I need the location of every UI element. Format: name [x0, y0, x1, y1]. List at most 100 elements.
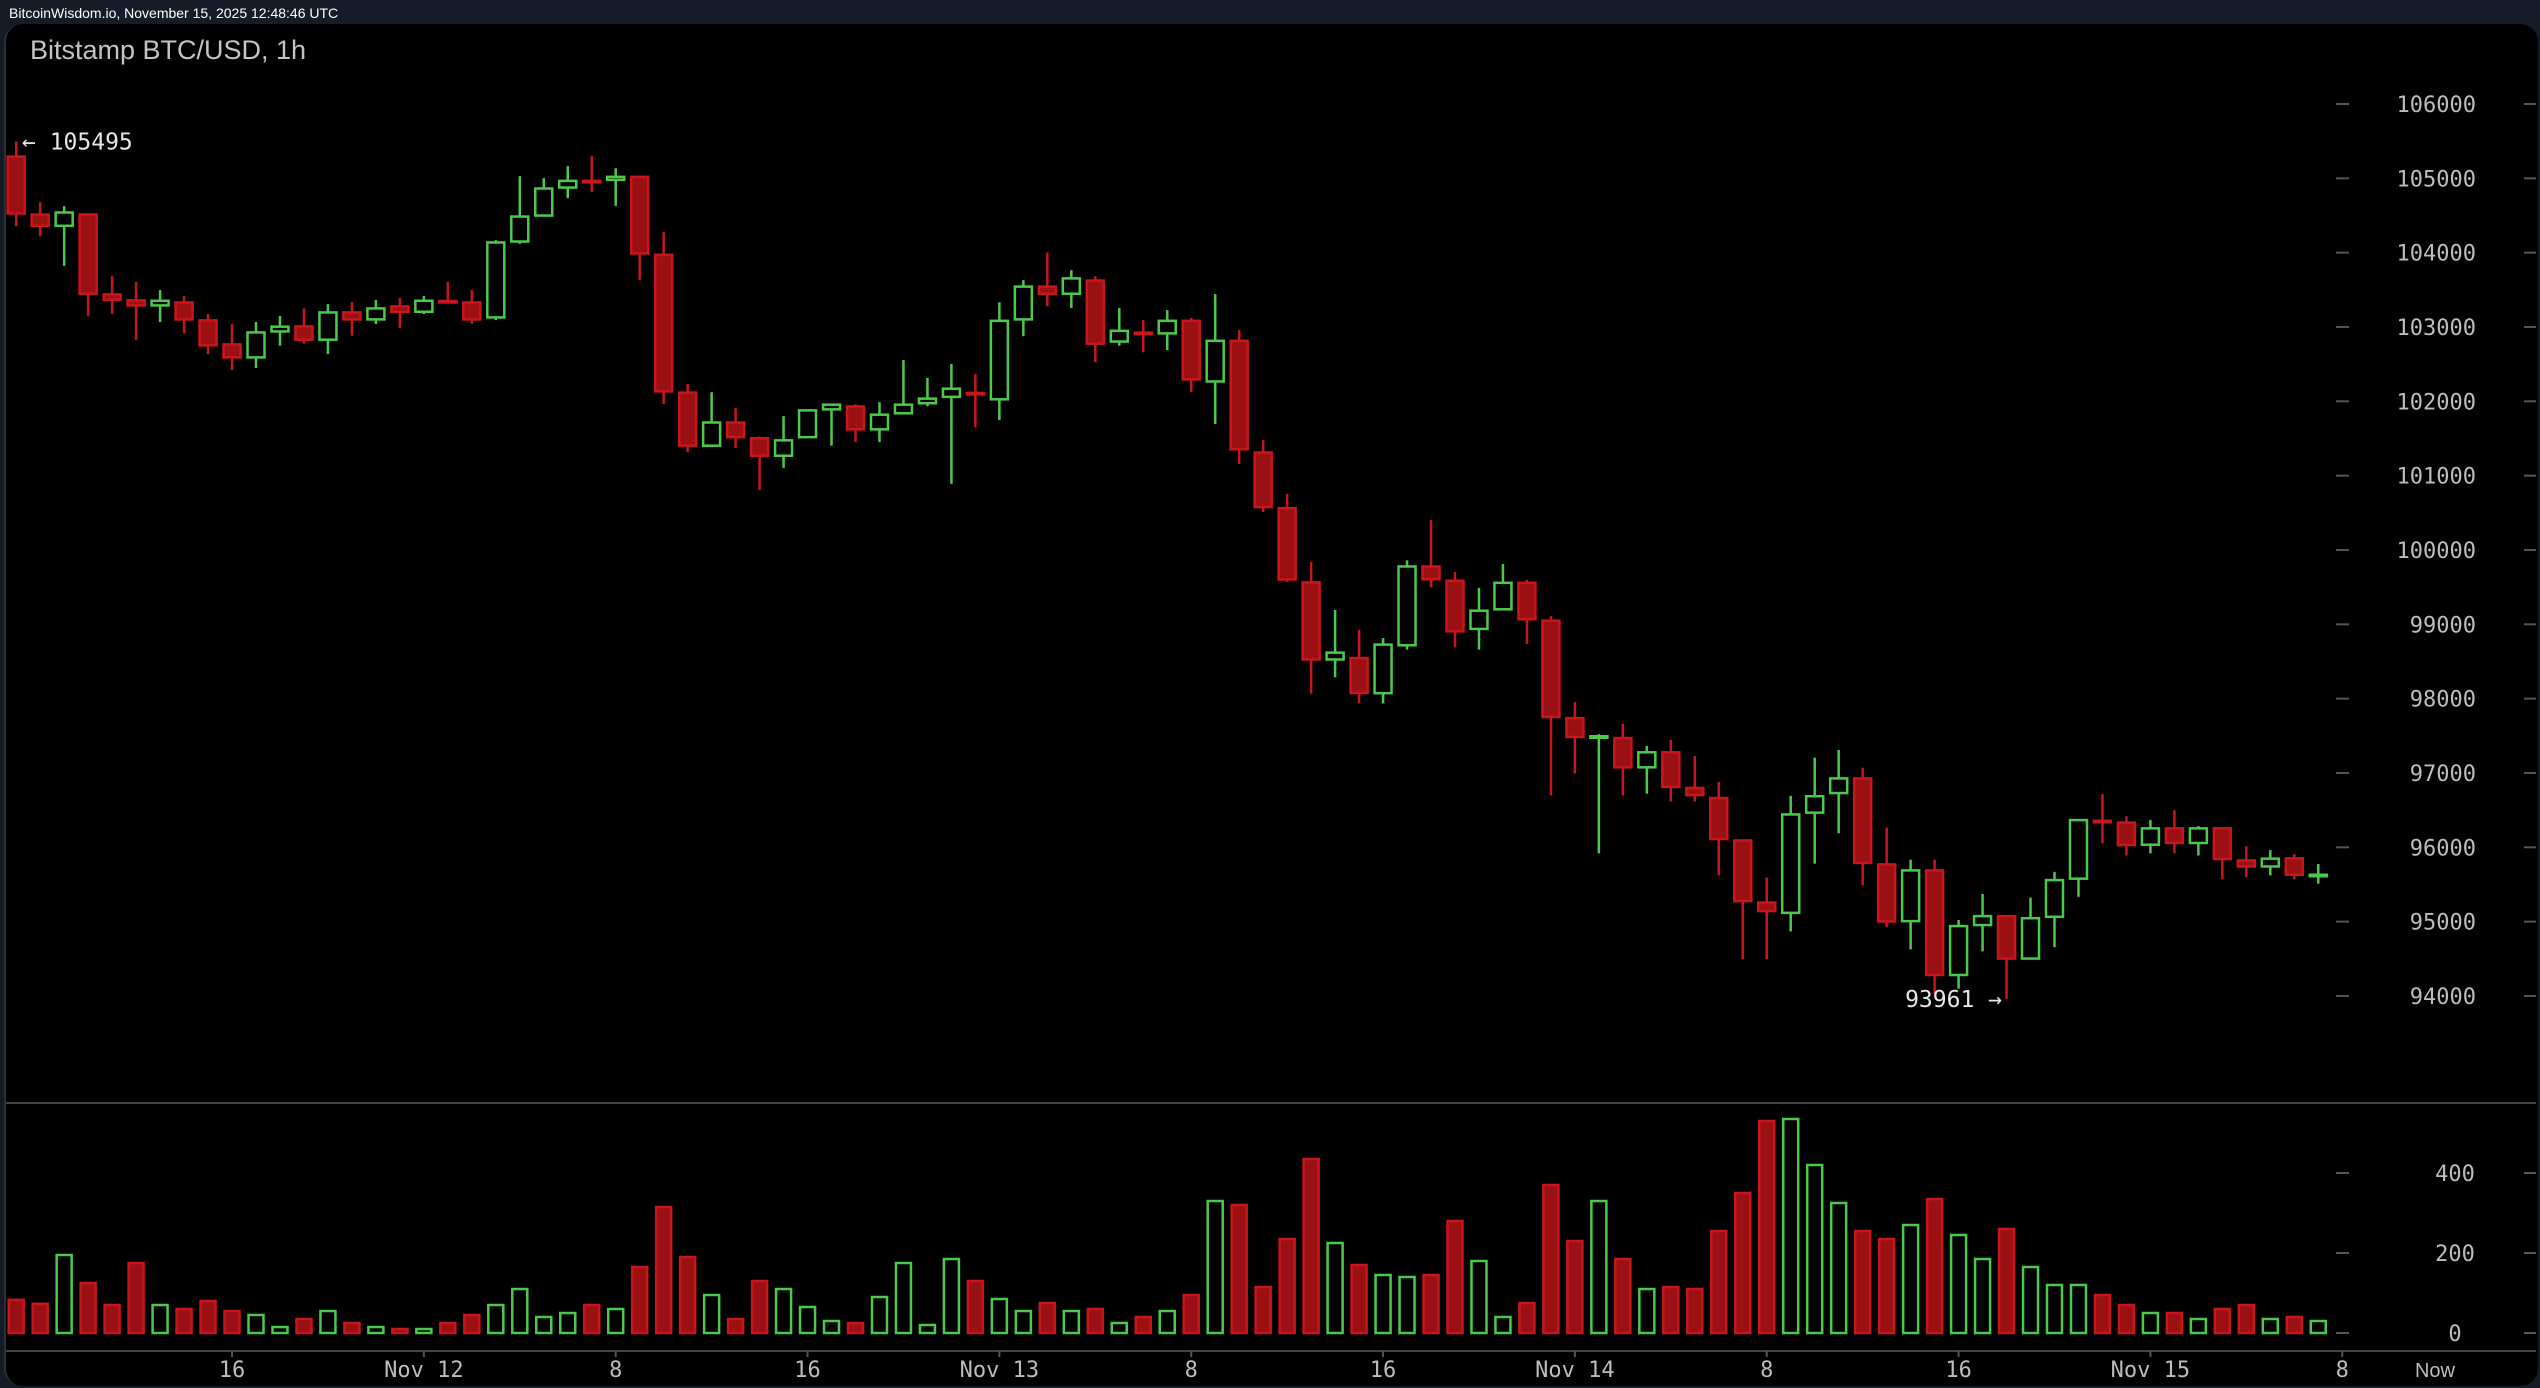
- volume-bar-down: [7, 1298, 25, 1335]
- candle-up: [1900, 859, 1921, 950]
- candle-up: [1325, 609, 1345, 678]
- candle-up: [1109, 308, 1130, 346]
- candle-up: [2068, 818, 2089, 897]
- candle-down: [1709, 781, 1729, 876]
- candle-body: [1996, 914, 2017, 960]
- now-label: Now: [2415, 1360, 2456, 1382]
- volume-bar-down: [175, 1307, 193, 1335]
- volume-bar-down: [2165, 1311, 2184, 1335]
- volume-bar-up: [990, 1297, 1009, 1335]
- volume-bar-down: [1662, 1285, 1680, 1335]
- candle-body: [318, 311, 338, 341]
- candle-body: [629, 175, 650, 255]
- candle-body: [1373, 643, 1393, 695]
- candle-body: [1517, 581, 1537, 621]
- candle-up: [270, 316, 290, 346]
- volume-bar-up: [2309, 1319, 2328, 1335]
- price-tick-label: 98000: [2410, 688, 2476, 713]
- volume-bar-down: [1877, 1237, 1896, 1335]
- candle-up: [1397, 560, 1417, 650]
- volume-tick-label: 0: [2448, 1322, 2461, 1347]
- time-tick-label: 8: [1760, 1358, 1773, 1383]
- candle-body: [1109, 329, 1130, 343]
- volume-bar-up: [1470, 1259, 1488, 1335]
- volume-bar-up: [1949, 1233, 1968, 1335]
- candle-up: [557, 166, 578, 199]
- candle-body: [2284, 857, 2305, 876]
- volume-bar-up: [822, 1319, 841, 1335]
- volume-bar-up: [2045, 1283, 2064, 1335]
- volume-bar-up: [918, 1323, 937, 1335]
- candle-down: [1349, 629, 1369, 704]
- candle-body: [534, 187, 554, 217]
- candle-up: [821, 403, 842, 446]
- candle-up: [1637, 745, 1657, 794]
- candle-up: [1469, 587, 1489, 650]
- candle-body: [1253, 451, 1273, 509]
- candle-body: [1301, 581, 1321, 661]
- candle-up: [1804, 757, 1825, 864]
- price-tick-label: 105000: [2397, 167, 2476, 192]
- candle-body: [557, 179, 578, 189]
- candle-down: [725, 407, 746, 448]
- candle-down: [1517, 580, 1537, 644]
- volume-bar-down: [2237, 1303, 2256, 1335]
- volume-bar-down: [1518, 1301, 1536, 1335]
- price-tick-label: 97000: [2410, 762, 2476, 787]
- time-tick-label: Nov 15: [2111, 1358, 2190, 1383]
- candle-down: [390, 298, 410, 329]
- candle-body: [1948, 924, 1969, 977]
- candle-up: [2260, 850, 2281, 876]
- volume-bar-down: [654, 1205, 673, 1335]
- candle-down: [30, 202, 50, 237]
- candle-body: [1709, 796, 1729, 841]
- candle-body: [270, 325, 290, 333]
- candle-down: [126, 282, 146, 341]
- candle-body: [773, 439, 794, 457]
- candle-down: [1133, 320, 1154, 353]
- candle-up: [869, 402, 890, 443]
- volume-bar-down: [223, 1309, 241, 1335]
- volume-bar-up: [1781, 1117, 1800, 1335]
- candle-body: [1804, 794, 1825, 814]
- volume-bar-down: [1278, 1237, 1296, 1335]
- price-tick-label: 96000: [2410, 836, 2476, 861]
- candle-up: [1780, 795, 1801, 932]
- candle-down: [1253, 440, 1273, 513]
- candle-body: [510, 215, 530, 243]
- volume-bar-up: [1901, 1223, 1920, 1335]
- candle-up: [941, 364, 962, 484]
- volume-bar-up: [415, 1327, 433, 1335]
- candle-body: [2188, 827, 2209, 845]
- volume-bar-up: [1206, 1199, 1224, 1335]
- volume-bar-up: [1158, 1309, 1176, 1335]
- candle-body: [366, 307, 386, 321]
- volume-bar-up: [319, 1309, 337, 1335]
- time-tick-label: Nov 13: [960, 1358, 1039, 1383]
- volume-bar-down: [1853, 1229, 1872, 1335]
- volume-bar-up: [558, 1311, 577, 1335]
- candle-body: [869, 413, 890, 431]
- candle-down: [653, 232, 674, 404]
- candle-up: [773, 416, 794, 468]
- candle-body: [797, 409, 818, 439]
- candle-down: [78, 213, 98, 316]
- volume-bar-down: [1446, 1219, 1464, 1335]
- candle-down: [1277, 493, 1297, 583]
- candle-body: [2140, 827, 2161, 846]
- candle-body: [1157, 319, 1177, 335]
- candle-body: [605, 175, 626, 182]
- candle-body: [462, 301, 482, 321]
- candle-body: [2116, 821, 2137, 847]
- candle-body: [1469, 609, 1489, 631]
- chart-panel: [4, 24, 2538, 1386]
- volume-bar-down: [391, 1327, 409, 1335]
- volume-bar-up: [1638, 1287, 1656, 1335]
- price-tick-label: 106000: [2397, 93, 2476, 118]
- price-tick-label: 102000: [2397, 390, 2476, 415]
- volume-bar-up: [247, 1313, 265, 1335]
- candle-body: [1828, 777, 1849, 795]
- volume-bar-down: [1710, 1229, 1728, 1335]
- candle-body: [2020, 916, 2041, 960]
- candle-body: [1637, 751, 1657, 769]
